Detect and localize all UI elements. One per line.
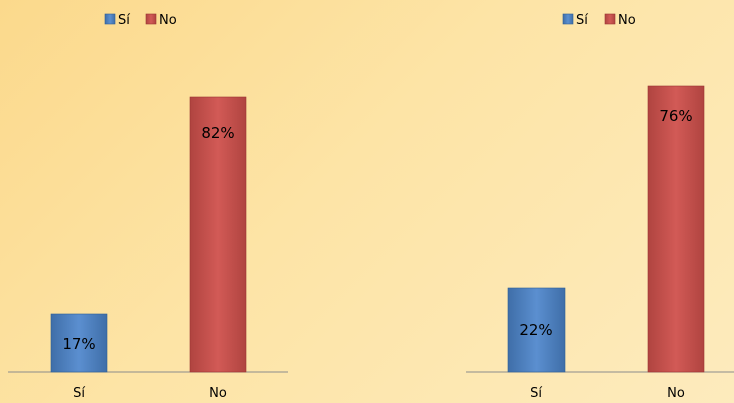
data-label-right-si: 22% — [519, 321, 552, 339]
chart-right: Sí No 22% 76% Sí No — [466, 13, 734, 401]
data-label-left-si: 17% — [62, 335, 95, 353]
legend-label-no: No — [618, 13, 636, 28]
bar-right-no — [647, 85, 705, 373]
bar-left-no — [189, 96, 247, 373]
legend-label-no: No — [159, 13, 177, 28]
legend-left: Sí No — [104, 13, 177, 28]
tick-label-left-no: No — [209, 386, 227, 401]
legend-label-si: Sí — [118, 13, 130, 28]
tick-label-left-si: Sí — [73, 386, 85, 401]
legend-swatch-no — [604, 13, 616, 25]
tick-label-right-no: No — [667, 386, 685, 401]
bar-right-si — [507, 287, 566, 373]
data-label-right-no: 76% — [659, 107, 692, 125]
legend-swatch-no — [145, 13, 157, 25]
legend-swatch-si — [562, 13, 574, 25]
bar-left-si — [50, 313, 108, 373]
legend-swatch-si — [104, 13, 116, 25]
tick-label-right-si: Sí — [530, 386, 542, 401]
data-label-left-no: 82% — [201, 124, 234, 142]
chart-left: Sí No 17% 82% Sí No — [8, 13, 288, 401]
legend-label-si: Sí — [576, 13, 588, 28]
legend-right: Sí No — [562, 13, 636, 28]
